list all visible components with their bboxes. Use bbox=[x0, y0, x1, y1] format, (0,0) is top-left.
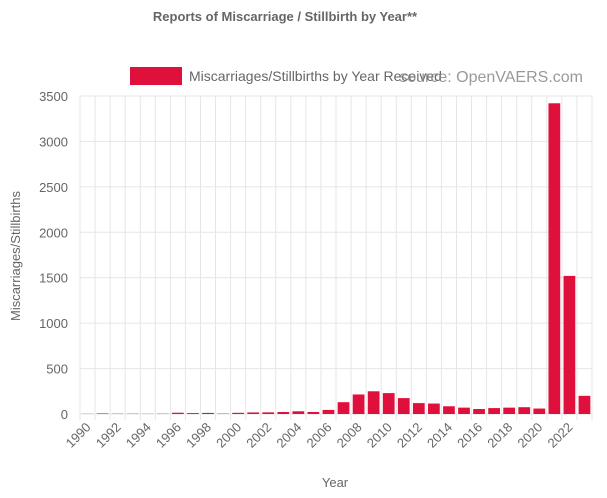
y-tick-label: 1000 bbox=[39, 316, 68, 331]
x-tick-label: 2022 bbox=[544, 420, 575, 451]
x-tick-label: 2020 bbox=[514, 420, 545, 451]
bar-2008[interactable] bbox=[352, 394, 365, 414]
y-tick-label: 3500 bbox=[39, 89, 68, 104]
bar-2013[interactable] bbox=[428, 403, 440, 414]
x-tick-label: 2012 bbox=[394, 420, 425, 451]
x-tick-label: 1998 bbox=[183, 420, 214, 451]
x-tick-label: 2004 bbox=[273, 420, 304, 451]
bar-2023[interactable] bbox=[578, 395, 591, 414]
bar-2021[interactable] bbox=[548, 103, 561, 415]
x-tick-label: 2014 bbox=[424, 420, 455, 451]
bar-2005[interactable] bbox=[307, 412, 320, 414]
bar-2014[interactable] bbox=[443, 406, 455, 414]
bar-2020[interactable] bbox=[533, 408, 546, 414]
x-tick-label: 1996 bbox=[153, 420, 184, 451]
x-tick-label: 2008 bbox=[334, 420, 365, 451]
x-tick-label: 1990 bbox=[63, 420, 94, 451]
bar-2002[interactable] bbox=[262, 412, 275, 414]
bar-2000[interactable] bbox=[232, 412, 244, 414]
x-tick-label: 1994 bbox=[123, 420, 154, 451]
x-tick-label: 2006 bbox=[304, 420, 335, 451]
x-axis-ticks: 1990 1992 1994 1996 1998 2000 2002 2004 2006 2008… bbox=[63, 420, 576, 451]
x-tick-label: 2016 bbox=[454, 420, 485, 451]
y-tick-label: 2500 bbox=[39, 180, 68, 195]
bar-2006[interactable] bbox=[322, 409, 335, 414]
bar-2016[interactable] bbox=[473, 409, 485, 414]
bar-2022[interactable] bbox=[563, 275, 576, 414]
bar-2015[interactable] bbox=[458, 407, 470, 414]
bar-2011[interactable] bbox=[397, 398, 410, 414]
bar-2009[interactable] bbox=[367, 391, 380, 414]
y-axis-ticks: 0 500 1000 1500 2000 2500 3000 3500 bbox=[39, 89, 68, 422]
y-tick-label: 2000 bbox=[39, 225, 68, 240]
bar-2017[interactable] bbox=[488, 408, 500, 414]
legend-swatch[interactable] bbox=[130, 67, 182, 85]
y-tick-label: 0 bbox=[61, 407, 68, 422]
bar-1991[interactable] bbox=[96, 413, 109, 414]
watermark: source: OpenVAERS.com bbox=[399, 69, 583, 86]
bar-1997[interactable] bbox=[187, 413, 199, 414]
bar-2019[interactable] bbox=[518, 407, 531, 414]
bar-2010[interactable] bbox=[382, 393, 395, 414]
bar-1998[interactable] bbox=[202, 412, 214, 414]
x-axis-label: Year bbox=[322, 475, 349, 490]
bar-2018[interactable] bbox=[503, 407, 516, 414]
x-tick-label: 1992 bbox=[93, 420, 124, 451]
y-axis-label: Miscarriages/Stillbirths bbox=[8, 190, 23, 321]
bar-2001[interactable] bbox=[247, 412, 260, 414]
y-tick-label: 500 bbox=[46, 362, 68, 377]
x-tick-label: 2000 bbox=[213, 420, 244, 451]
x-tick-label: 2002 bbox=[243, 420, 274, 451]
bar-2012[interactable] bbox=[412, 403, 425, 414]
bar-2003[interactable] bbox=[277, 412, 290, 414]
legend-label[interactable]: Miscarriages/Stillbirths by Year Receive… bbox=[189, 68, 442, 84]
x-tick-label: 2018 bbox=[484, 420, 515, 451]
grid-lines bbox=[79, 95, 593, 420]
y-tick-label: 3000 bbox=[39, 134, 68, 149]
bars-group bbox=[81, 103, 591, 415]
bar-1996[interactable] bbox=[172, 412, 184, 414]
chart-title: Reports of Miscarriage / Stillbirth by Y… bbox=[153, 9, 418, 24]
bar-2004[interactable] bbox=[292, 411, 305, 414]
x-tick-label: 2010 bbox=[364, 420, 395, 451]
y-tick-label: 1500 bbox=[39, 271, 68, 286]
bar-2007[interactable] bbox=[337, 402, 350, 414]
